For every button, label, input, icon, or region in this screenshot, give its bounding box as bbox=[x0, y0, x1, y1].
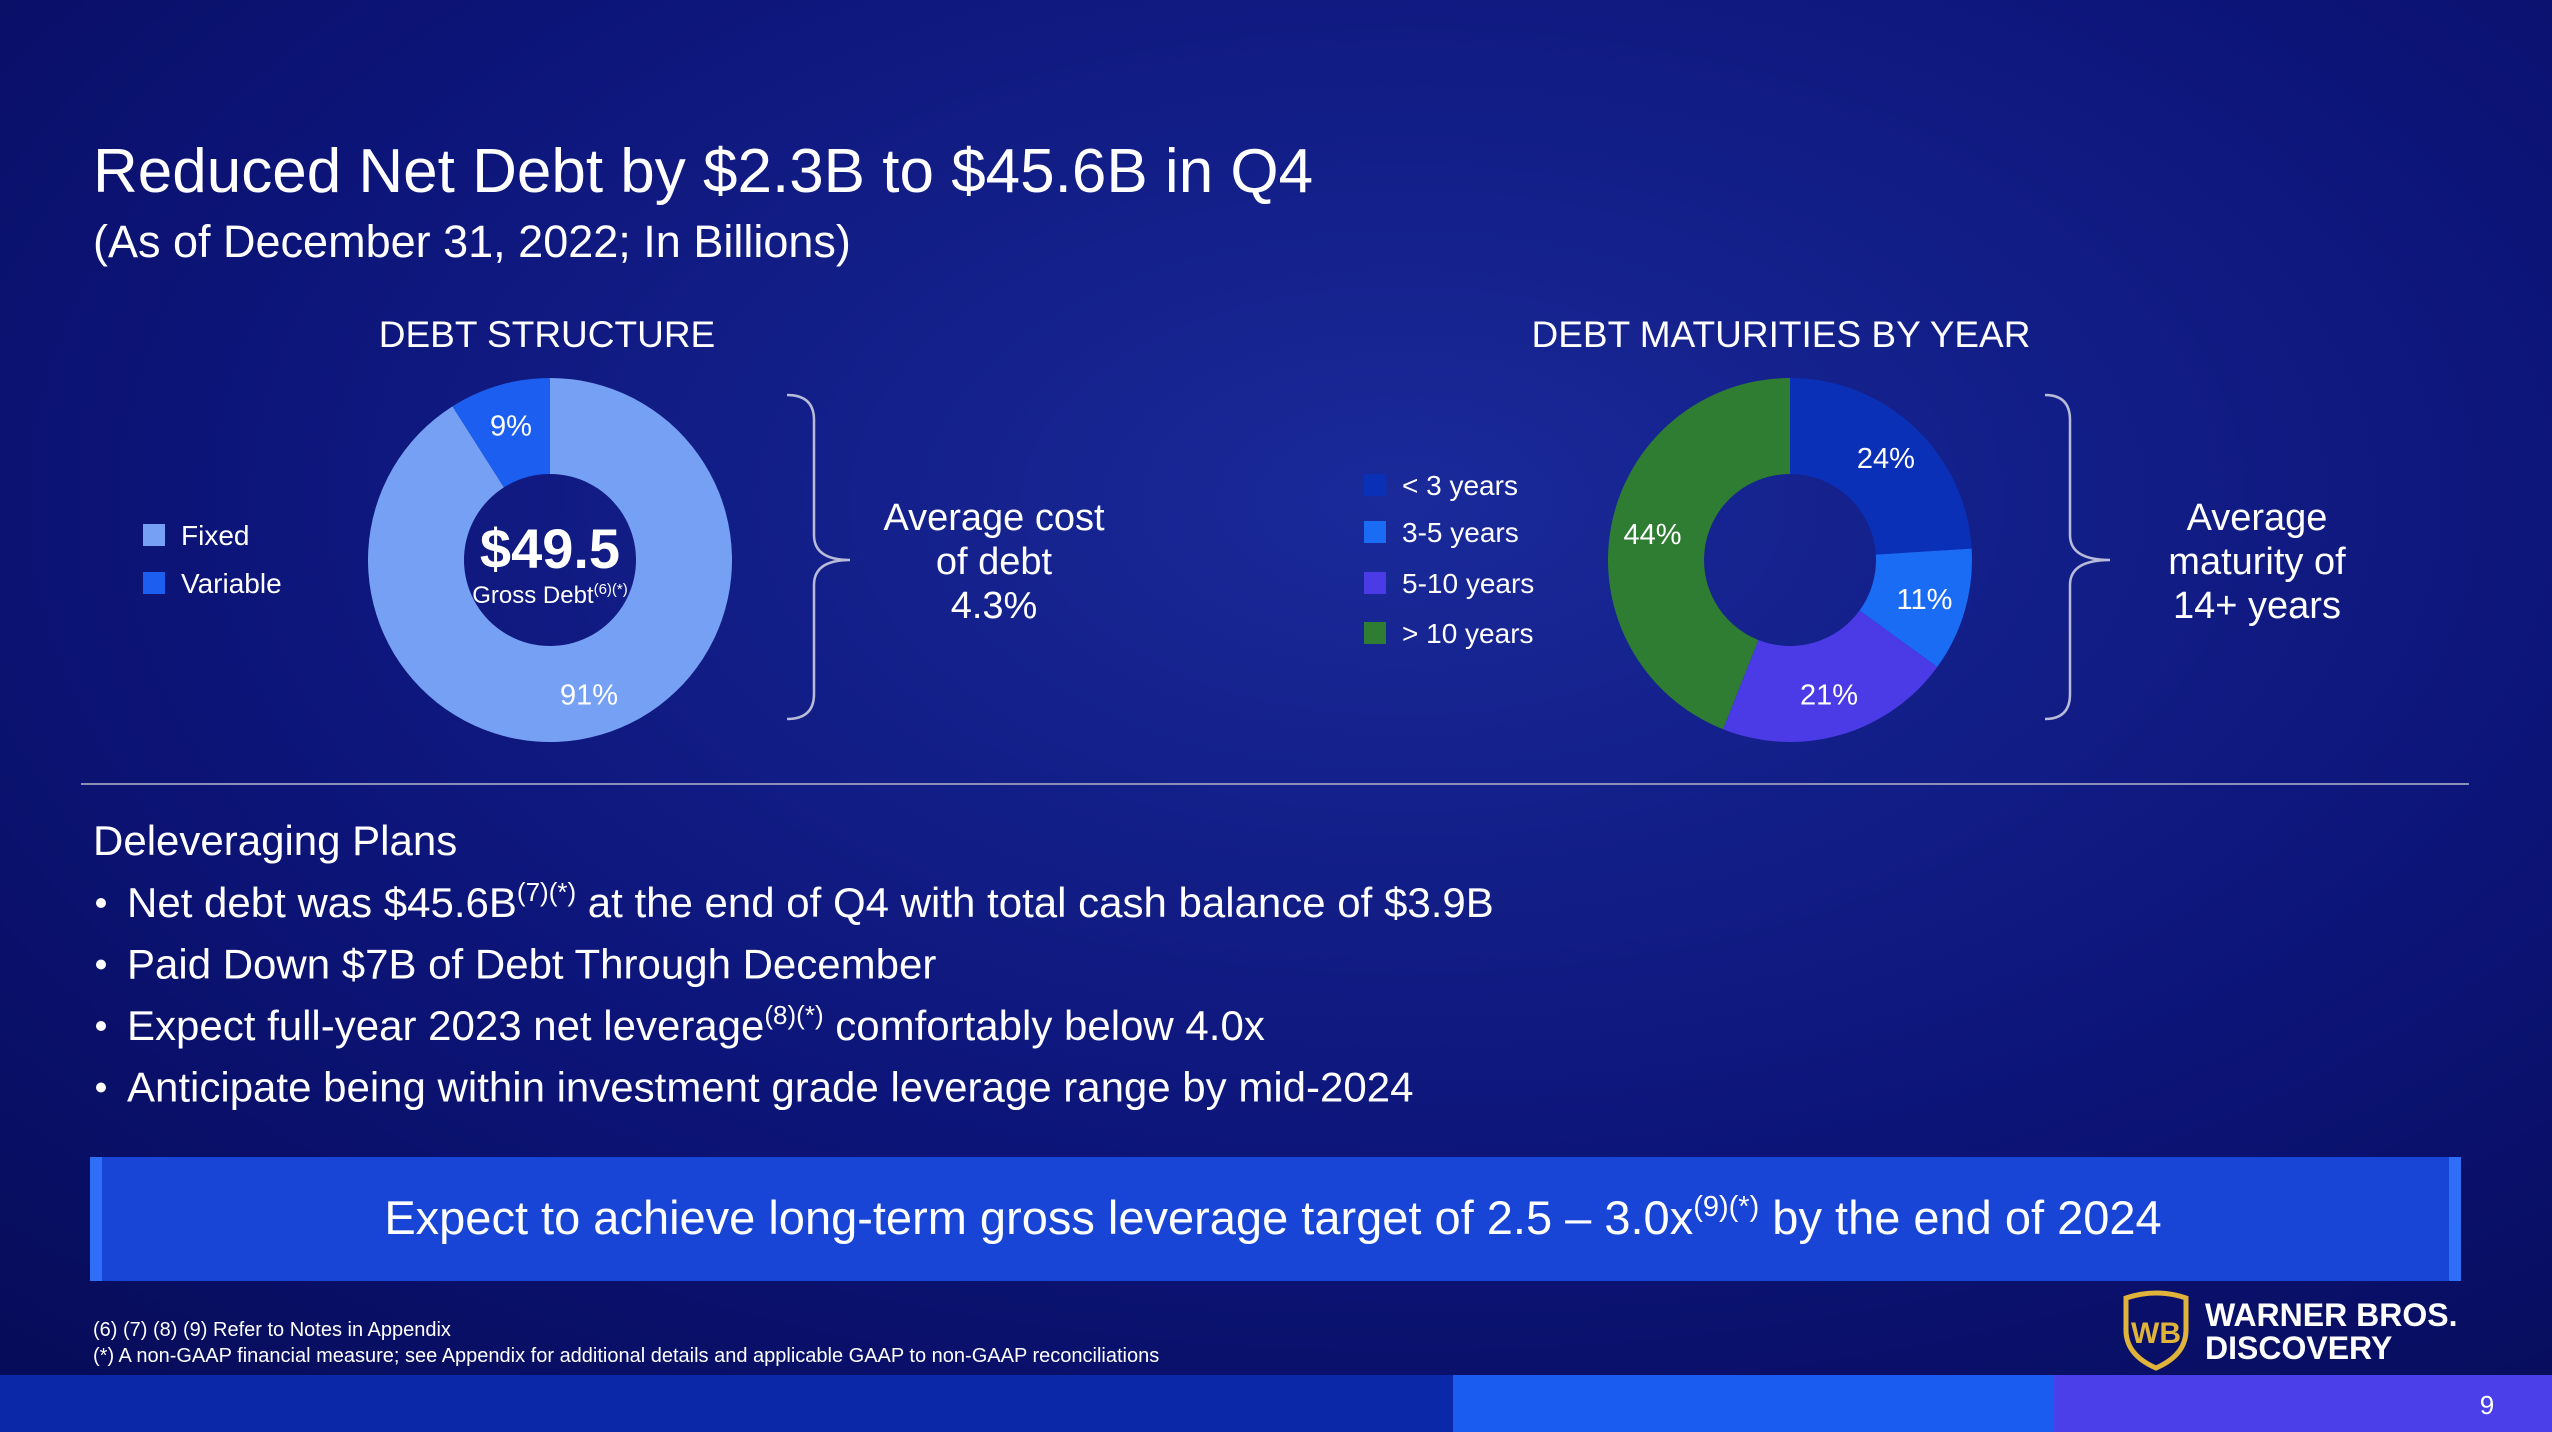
data-label: 9% bbox=[490, 411, 532, 443]
text-segment: Anticipate being within investment grade… bbox=[127, 1064, 1413, 1111]
text-segment: Expect to achieve long-term gross levera… bbox=[384, 1191, 1693, 1244]
legend-label: 5-10 years bbox=[1402, 568, 1534, 599]
legend-label: 3-5 years bbox=[1402, 517, 1519, 548]
callout: Average cost bbox=[883, 497, 1105, 539]
slide-title: Reduced Net Debt by $2.3B to $45.6B in Q… bbox=[93, 137, 1313, 206]
donut-segment bbox=[367, 378, 732, 743]
data-label: 24% bbox=[1857, 443, 1915, 475]
superscript: (9)(*) bbox=[1693, 1191, 1759, 1223]
text-segment: by the end of 2024 bbox=[1759, 1191, 2161, 1244]
superscript: (7)(*) bbox=[517, 877, 576, 907]
legend-swatch bbox=[143, 524, 165, 546]
logo-mark: WB bbox=[2131, 1317, 2181, 1350]
text-segment: at the end of Q4 with total cash balance… bbox=[576, 879, 1494, 926]
plans-heading: Deleveraging Plans bbox=[93, 817, 457, 864]
donut-segment bbox=[1790, 378, 1972, 555]
footer-bar bbox=[0, 1375, 1453, 1432]
callout: Average bbox=[2187, 497, 2328, 539]
legend-label: Fixed bbox=[181, 520, 249, 551]
bullet-dot bbox=[96, 898, 106, 908]
legend-label: Variable bbox=[181, 568, 282, 599]
bullet-dot bbox=[96, 1082, 106, 1093]
legend-swatch bbox=[143, 572, 165, 594]
chart-title: DEBT STRUCTURE bbox=[379, 314, 715, 355]
callout: 14+ years bbox=[2173, 585, 2341, 627]
rich-text: Expect full-year 2023 net leverage(8)(*)… bbox=[127, 1000, 1265, 1049]
callout: of debt bbox=[936, 541, 1053, 583]
rich-text: Paid Down $7B of Debt Through December bbox=[127, 941, 936, 988]
footer-bar bbox=[1453, 1375, 2054, 1432]
data-label: 21% bbox=[1800, 679, 1858, 711]
data-label: 11% bbox=[1896, 584, 1952, 616]
footnote: (*) A non-GAAP financial measure; see Ap… bbox=[93, 1345, 1159, 1367]
legend-swatch bbox=[1364, 622, 1386, 644]
center-value: $49.5 bbox=[480, 517, 620, 580]
logo-shield bbox=[2123, 1290, 2189, 1371]
page-number: 9 bbox=[2480, 1390, 2494, 1420]
logo-text: DISCOVERY bbox=[2205, 1330, 2392, 1366]
banner-edge bbox=[2449, 1157, 2461, 1281]
chart-title: DEBT MATURITIES BY YEAR bbox=[1532, 314, 2031, 355]
brace bbox=[786, 393, 851, 721]
bullet-dot bbox=[96, 959, 106, 970]
rich-text: Expect to achieve long-term gross levera… bbox=[384, 1191, 2161, 1244]
brace bbox=[2044, 393, 2111, 721]
donut-segment bbox=[452, 378, 550, 488]
text-segment: Net debt was $45.6B bbox=[127, 879, 517, 926]
text-segment: Gross Debt bbox=[472, 582, 594, 609]
text-segment: comfortably below 4.0x bbox=[824, 1002, 1265, 1049]
bullet-dot bbox=[96, 1021, 106, 1031]
callout: 4.3% bbox=[951, 585, 1038, 627]
text-segment: Expect full-year 2023 net leverage bbox=[127, 1002, 764, 1049]
callout: maturity of bbox=[2168, 541, 2346, 583]
legend-label: > 10 years bbox=[1402, 618, 1534, 649]
rich-text: Net debt was $45.6B(7)(*) at the end of … bbox=[127, 877, 1494, 926]
logo-text: WARNER BROS. bbox=[2205, 1297, 2457, 1333]
data-label: 91% bbox=[560, 679, 618, 711]
superscript: (8)(*) bbox=[764, 1000, 823, 1030]
donut-segment bbox=[1723, 610, 1938, 742]
footer-bar bbox=[2054, 1375, 2552, 1432]
donut-segment bbox=[1608, 378, 1790, 730]
data-label: 44% bbox=[1623, 519, 1681, 551]
legend-swatch bbox=[1364, 521, 1386, 543]
banner-box bbox=[90, 1157, 2461, 1281]
legend-label: < 3 years bbox=[1402, 470, 1518, 501]
rich-text: Anticipate being within investment grade… bbox=[127, 1064, 1413, 1111]
rich-text: Gross Debt(6)(*) bbox=[472, 581, 628, 609]
banner-edge bbox=[90, 1157, 102, 1281]
text-segment: Paid Down $7B of Debt Through December bbox=[127, 941, 936, 988]
superscript: (6)(*) bbox=[594, 581, 628, 598]
legend-swatch bbox=[1364, 474, 1386, 496]
footnote: (6) (7) (8) (9) Refer to Notes in Append… bbox=[93, 1319, 451, 1341]
slide-subtitle: (As of December 31, 2022; In Billions) bbox=[93, 216, 851, 267]
donut-segment bbox=[1859, 548, 1972, 667]
legend-swatch bbox=[1364, 572, 1386, 594]
